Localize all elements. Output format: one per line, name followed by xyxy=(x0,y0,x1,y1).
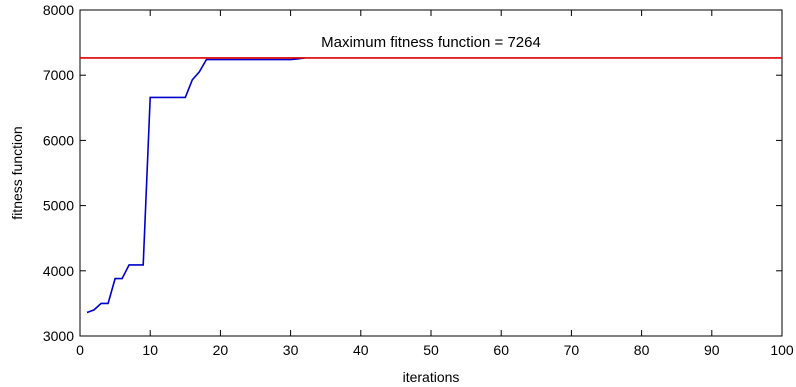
x-tick-label: 70 xyxy=(564,342,580,358)
x-tick-label: 50 xyxy=(423,342,439,358)
series-layer xyxy=(86,57,305,314)
x-tick-label: 10 xyxy=(142,342,158,358)
x-tick-label: 30 xyxy=(283,342,299,358)
plot-frame xyxy=(79,9,783,337)
x-tick-label: 0 xyxy=(76,342,84,358)
y-tick-label: 4000 xyxy=(43,263,74,279)
max-fitness-annotation: Maximum fitness function = 7264 xyxy=(321,34,541,51)
axis-tick-labels: 0 10 20 30 40 50 60 70 80 90 100 3000 4000 5000 6000 70… xyxy=(43,2,794,358)
x-tick-label: 20 xyxy=(213,342,229,358)
y-tick-label: 5000 xyxy=(43,198,74,214)
series-line xyxy=(86,57,305,314)
y-tick-label: 7000 xyxy=(43,67,74,83)
axis-ticks xyxy=(79,9,783,337)
x-tick-label: 40 xyxy=(353,342,369,358)
x-tick-label: 60 xyxy=(493,342,509,358)
y-tick-label: 6000 xyxy=(43,132,74,148)
x-axis-title: iterations xyxy=(403,369,460,385)
y-tick-label: 8000 xyxy=(43,2,74,18)
y-tick-label: 3000 xyxy=(43,328,74,344)
x-tick-label: 100 xyxy=(770,342,794,358)
x-tick-label: 80 xyxy=(634,342,650,358)
x-tick-label: 90 xyxy=(704,342,720,358)
y-axis-title: fitness function xyxy=(9,126,25,219)
